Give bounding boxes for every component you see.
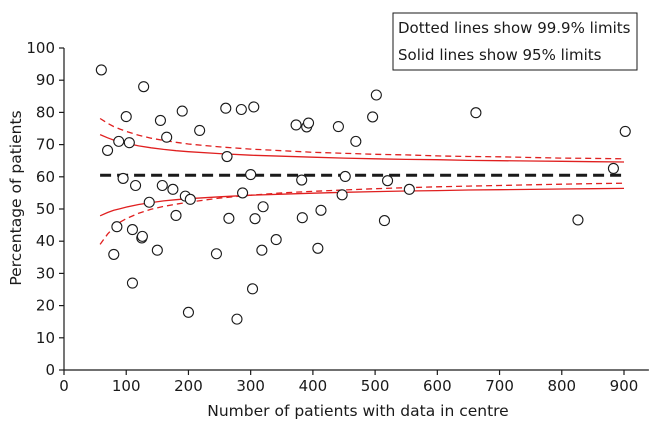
data-point	[123, 137, 135, 149]
data-point	[290, 119, 302, 131]
y-tick-label: 70	[36, 136, 55, 154]
upper-99-9-limit-line	[99, 117, 625, 160]
data-point	[367, 111, 379, 123]
y-ticks: 0 10 20 30 40 50 60 70 80 90 100	[26, 39, 64, 379]
x-tick-label: 600	[423, 377, 452, 395]
data-point	[167, 183, 179, 195]
data-point	[126, 224, 138, 236]
data-point	[136, 230, 148, 242]
data-point	[470, 107, 482, 119]
x-tick-label: 900	[610, 377, 639, 395]
data-point	[296, 212, 308, 224]
data-point	[245, 168, 257, 181]
data-point	[111, 221, 123, 233]
data-point	[312, 242, 324, 254]
data-point	[382, 175, 394, 187]
data-point	[138, 81, 150, 93]
data-point	[182, 306, 194, 318]
data-point	[194, 124, 206, 136]
legend: Dotted lines show 99.9% limits Solid lin…	[392, 12, 638, 71]
data-point	[270, 234, 282, 246]
data-point	[350, 135, 362, 147]
data-point	[151, 244, 163, 256]
data-point	[378, 215, 390, 227]
data-point	[336, 189, 348, 201]
data-point	[117, 172, 129, 184]
data-point	[302, 117, 315, 129]
y-tick-label: 60	[36, 168, 55, 186]
x-tick-label: 300	[236, 377, 265, 395]
data-point	[246, 283, 259, 295]
legend-line-dotted: Dotted lines show 99.9% limits	[398, 19, 631, 37]
data-point	[237, 187, 249, 199]
legend-box	[392, 12, 638, 71]
y-tick-label: 80	[36, 103, 55, 121]
y-tick-label: 90	[36, 71, 55, 89]
data-points	[95, 64, 631, 325]
data-point	[296, 174, 308, 186]
y-tick-label: 0	[45, 361, 55, 379]
data-point	[102, 144, 114, 156]
data-point	[161, 131, 173, 143]
control-limits	[99, 117, 625, 245]
y-tick-label: 30	[36, 264, 55, 282]
data-point	[231, 313, 243, 325]
data-point	[108, 248, 120, 260]
data-point	[210, 248, 222, 260]
data-point	[126, 277, 138, 289]
data-point	[154, 114, 166, 126]
data-point	[249, 213, 261, 225]
x-tick-label: 400	[299, 377, 328, 395]
data-point	[235, 103, 247, 116]
legend-line-solid: Solid lines show 95% limits	[398, 46, 602, 64]
data-point	[113, 135, 125, 147]
data-point	[248, 101, 260, 113]
data-point	[95, 64, 107, 76]
data-point	[339, 170, 351, 183]
x-axis-title: Number of patients with data in centre	[207, 402, 508, 420]
data-point	[220, 102, 232, 114]
data-point	[184, 193, 196, 205]
y-tick-label: 100	[26, 39, 55, 57]
x-tick-label: 500	[361, 377, 390, 395]
data-point	[256, 244, 268, 256]
lower-95-limit-line	[99, 187, 625, 217]
x-tick-label: 100	[112, 377, 141, 395]
axes: 0 100 200 300 400 500 600 700 800 900 0 10 20 30 40 50…	[7, 39, 649, 420]
data-point	[619, 125, 631, 137]
data-point	[156, 179, 168, 192]
data-point	[403, 183, 415, 195]
y-tick-label: 20	[36, 297, 55, 315]
data-point	[332, 121, 344, 133]
x-tick-label: 200	[174, 377, 203, 395]
x-ticks: 0 100 200 300 400 500 600 700 800 900	[59, 370, 638, 395]
x-tick-label: 800	[547, 377, 576, 395]
data-point	[257, 201, 269, 213]
data-point	[130, 179, 142, 192]
y-tick-label: 50	[36, 200, 55, 218]
x-tick-label: 0	[59, 377, 69, 395]
data-point	[143, 196, 155, 208]
y-tick-label: 10	[36, 329, 55, 347]
data-point	[370, 89, 382, 101]
data-point	[170, 209, 182, 221]
data-point	[315, 204, 327, 216]
data-point	[572, 214, 584, 226]
data-point	[221, 150, 233, 163]
y-tick-label: 40	[36, 232, 55, 250]
y-axis-title: Percentage of patients	[7, 110, 25, 285]
data-point	[120, 111, 132, 123]
x-tick-label: 700	[485, 377, 514, 395]
data-point	[176, 105, 188, 117]
data-point	[223, 212, 235, 224]
data-point	[607, 162, 619, 174]
